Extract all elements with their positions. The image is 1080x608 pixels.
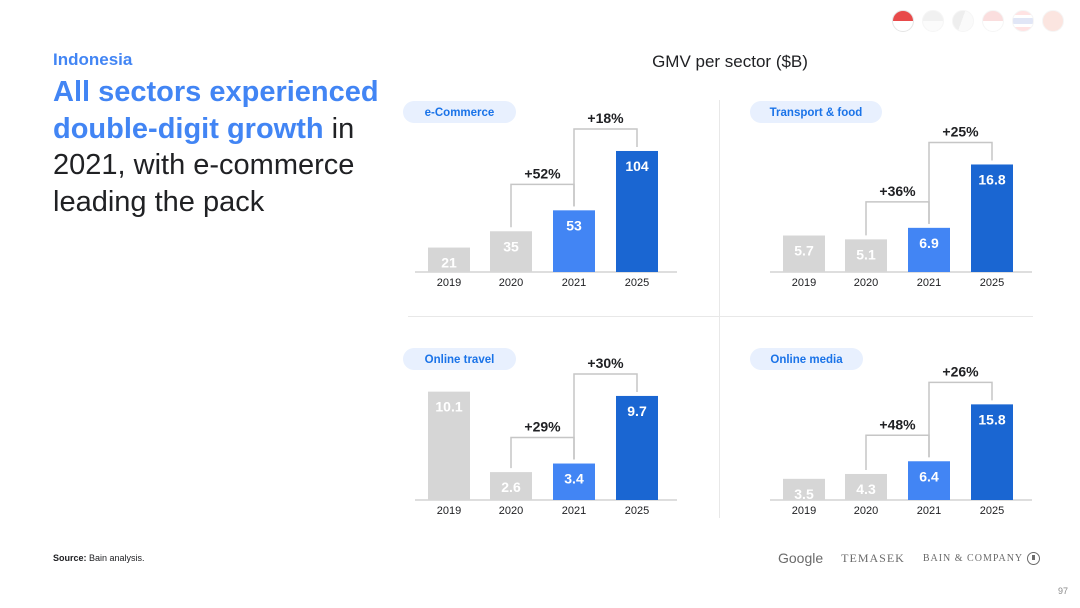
e-commerce-growth-bracket xyxy=(573,128,638,207)
transport-food-bar-2021 xyxy=(908,227,950,272)
philippines-flag-icon[interactable] xyxy=(952,10,974,32)
online-travel-tick-label: 2020 xyxy=(499,505,523,517)
online-travel-growth-label: +29% xyxy=(524,419,561,435)
online-media-value-label: 6.4 xyxy=(919,468,939,484)
e-commerce-tick-label: 2020 xyxy=(499,277,523,289)
online-media-growth-label: +48% xyxy=(879,416,916,432)
chart-title: GMV per sector ($B) xyxy=(652,52,808,71)
thailand-flag-icon[interactable] xyxy=(1012,10,1034,32)
malaysia-flag-icon[interactable] xyxy=(922,10,944,32)
e-commerce-bar-2019 xyxy=(428,247,470,272)
online-media-growth-bracket xyxy=(928,381,993,458)
online-media-pill-label: Online media xyxy=(770,354,843,366)
e-commerce-growth-label: +52% xyxy=(524,165,561,181)
online-travel-pill-label: Online travel xyxy=(425,354,495,366)
online-media-pill xyxy=(750,348,863,370)
online-media-bar-2025 xyxy=(971,404,1013,500)
e-commerce-pill-label: e-Commerce xyxy=(425,107,495,119)
transport-food-bar-2020 xyxy=(845,239,887,272)
transport-food-tick-label: 2020 xyxy=(854,277,878,289)
headline: All sectors experienced double-digit gro… xyxy=(53,74,383,220)
divider-vertical xyxy=(719,100,720,518)
online-travel-growth-bracket xyxy=(510,436,575,469)
transport-food-tick-label: 2025 xyxy=(980,277,1004,289)
source-label: Source: xyxy=(53,553,87,563)
bain-logo: BAIN & COMPANY xyxy=(922,551,1041,565)
indonesia-flag-icon[interactable] xyxy=(892,10,914,32)
online-travel-tick-label: 2021 xyxy=(562,505,586,517)
partner-logos: Google TEMASEK BAIN & COMPANY xyxy=(778,550,1041,566)
transport-food-growth-label: +25% xyxy=(942,123,979,139)
online-travel-value-label: 3.4 xyxy=(564,471,584,487)
online-media-bar-2021 xyxy=(908,461,950,500)
online-media-tick-label: 2021 xyxy=(917,505,941,517)
bain-logo-text: BAIN & COMPANY xyxy=(922,552,1024,564)
page-number: 97 xyxy=(1057,586,1068,596)
transport-food-bar-2019 xyxy=(783,235,825,272)
online-travel-growth-label: +30% xyxy=(587,355,624,371)
online-media-bar-2020 xyxy=(845,473,887,500)
online-travel-growth-bracket xyxy=(573,373,638,460)
source-text: Bain analysis. xyxy=(86,553,145,563)
divider-horizontal xyxy=(408,316,1033,317)
online-travel-pill xyxy=(403,348,516,370)
e-commerce-value-label: 35 xyxy=(503,238,519,254)
e-commerce-bar-2021 xyxy=(553,210,595,272)
online-media-bar-2019 xyxy=(783,478,825,500)
transport-food-value-label: 5.7 xyxy=(794,243,814,259)
e-commerce-growth-label: +18% xyxy=(587,110,624,126)
transport-food-tick-label: 2019 xyxy=(792,277,816,289)
e-commerce-pill xyxy=(403,101,516,123)
transport-food-pill-label: Transport & food xyxy=(770,107,863,119)
e-commerce-value-label: 53 xyxy=(566,217,582,233)
transport-food-tick-label: 2021 xyxy=(917,277,941,289)
bain-mark-icon xyxy=(1027,551,1041,565)
online-travel-bar-2025 xyxy=(616,395,658,500)
online-media-tick-label: 2019 xyxy=(792,505,816,517)
online-travel-tick-label: 2019 xyxy=(437,505,461,517)
transport-food-growth-bracket xyxy=(928,141,993,224)
singapore-flag-icon[interactable] xyxy=(982,10,1004,32)
e-commerce-value-label: 21 xyxy=(441,255,457,271)
transport-food-growth-label: +36% xyxy=(879,183,916,199)
online-travel-tick-label: 2025 xyxy=(625,505,649,517)
transport-food-pill xyxy=(750,101,882,123)
online-media-tick-label: 2025 xyxy=(980,505,1004,517)
e-commerce-tick-label: 2021 xyxy=(562,277,586,289)
online-travel-value-label: 10.1 xyxy=(435,399,462,415)
online-media-value-label: 4.3 xyxy=(856,481,876,497)
online-travel-bar-2021 xyxy=(553,463,595,500)
google-logo: Google xyxy=(778,550,824,566)
e-commerce-tick-label: 2019 xyxy=(437,277,461,289)
headline-rest: in 2021, with e-commerce leading the pac… xyxy=(53,112,355,218)
transport-food-value-label: 16.8 xyxy=(978,171,1005,187)
e-commerce-bar-2025 xyxy=(616,150,658,272)
headline-highlight: All sectors experienced double-digit gro… xyxy=(53,76,379,145)
online-travel-bar-2019 xyxy=(428,391,470,500)
online-media-value-label: 3.5 xyxy=(794,486,814,502)
transport-food-value-label: 6.9 xyxy=(919,235,939,251)
online-travel-bar-2020 xyxy=(490,472,532,500)
transport-food-bar-2025 xyxy=(971,164,1013,272)
online-travel-value-label: 2.6 xyxy=(501,479,521,495)
online-media-tick-label: 2020 xyxy=(854,505,878,517)
country-selector xyxy=(892,10,1064,32)
online-travel-value-label: 9.7 xyxy=(627,403,647,419)
e-commerce-bar-2020 xyxy=(490,231,532,272)
temasek-logo: TEMASEK xyxy=(841,550,905,565)
e-commerce-tick-label: 2025 xyxy=(625,277,649,289)
online-media-value-label: 15.8 xyxy=(978,411,1005,427)
vietnam-flag-icon[interactable] xyxy=(1042,10,1064,32)
e-commerce-value-label: 104 xyxy=(625,158,649,174)
source-note: Source: Bain analysis. xyxy=(53,553,145,563)
country-label: Indonesia xyxy=(53,50,133,69)
transport-food-value-label: 5.1 xyxy=(856,246,876,262)
online-media-growth-label: +26% xyxy=(942,363,979,379)
